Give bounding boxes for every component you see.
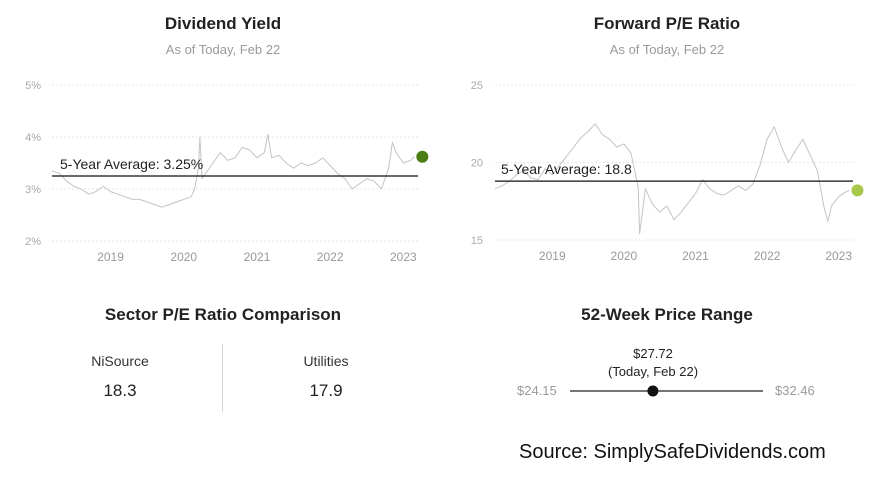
x-tick-label: 2022 (317, 250, 344, 264)
x-tick-label: 2023 (390, 250, 417, 264)
y-tick-label: 4% (25, 132, 41, 144)
current-value-marker (416, 150, 429, 163)
price-range-bar (570, 385, 763, 397)
x-tick-label: 2019 (97, 250, 124, 264)
sector-divider (222, 344, 223, 412)
y-tick-label: 15 (471, 235, 483, 247)
y-tick-label: 2% (25, 236, 41, 248)
series-line (51, 133, 415, 208)
y-tick-label: 25 (471, 80, 483, 92)
x-tick-label: 2020 (170, 250, 197, 264)
y-tick-label: 5% (25, 80, 41, 92)
chart2-subtitle: As of Today, Feb 22 (609, 42, 725, 57)
x-tick-label: 2021 (244, 250, 271, 264)
sector-item-name: Utilities (303, 353, 349, 369)
price-range-current-price: $27.72 (633, 346, 673, 361)
price-range-title: 52-Week Price Range (581, 305, 753, 324)
chart1-title: Dividend Yield (164, 14, 282, 33)
price-range-high: $32.46 (775, 383, 815, 398)
price-range-current: $27.72 (Today, Feb 22) (573, 345, 733, 381)
sector-comparison-title: Sector P/E Ratio Comparison (104, 305, 342, 324)
series-line (494, 123, 850, 235)
price-range-marker (647, 385, 659, 397)
x-tick-label: 2022 (754, 249, 781, 263)
forward-pe-chart: 25 20 15 2019 2020 2021 2022 2023 5-Year Average… (433, 70, 864, 263)
x-tick-label: 2020 (611, 249, 638, 263)
current-value-label: 18.2 (433, 70, 460, 73)
y-tick-label: 20 (471, 158, 483, 170)
source-credit: Source: SimplySafeDividends.com (519, 441, 826, 463)
y-tick-label: 3% (25, 184, 41, 196)
average-label: 5-Year Average: 3.25% (60, 156, 203, 172)
sector-item-name: NiSource (91, 353, 149, 369)
sector-item-value: 17.9 (309, 381, 343, 400)
x-tick-label: 2019 (539, 249, 566, 263)
average-label: 5-Year Average: 18.8 (501, 161, 632, 177)
x-tick-label: 2023 (825, 249, 852, 263)
chart2-title: Forward P/E Ratio (593, 14, 741, 33)
chart1-subtitle: As of Today, Feb 22 (165, 42, 281, 57)
current-value-label: 3.62% (0, 70, 40, 73)
x-tick-label: 2021 (682, 249, 709, 263)
current-value-marker (851, 184, 864, 197)
dividend-yield-chart: 5% 4% 3% 2% 2019 2020 2021 2022 2023 5-Year Avera… (0, 70, 429, 264)
price-range-current-note: (Today, Feb 22) (607, 364, 699, 379)
sector-item-value: 18.3 (103, 381, 137, 400)
price-range-low: $24.15 (517, 383, 557, 398)
